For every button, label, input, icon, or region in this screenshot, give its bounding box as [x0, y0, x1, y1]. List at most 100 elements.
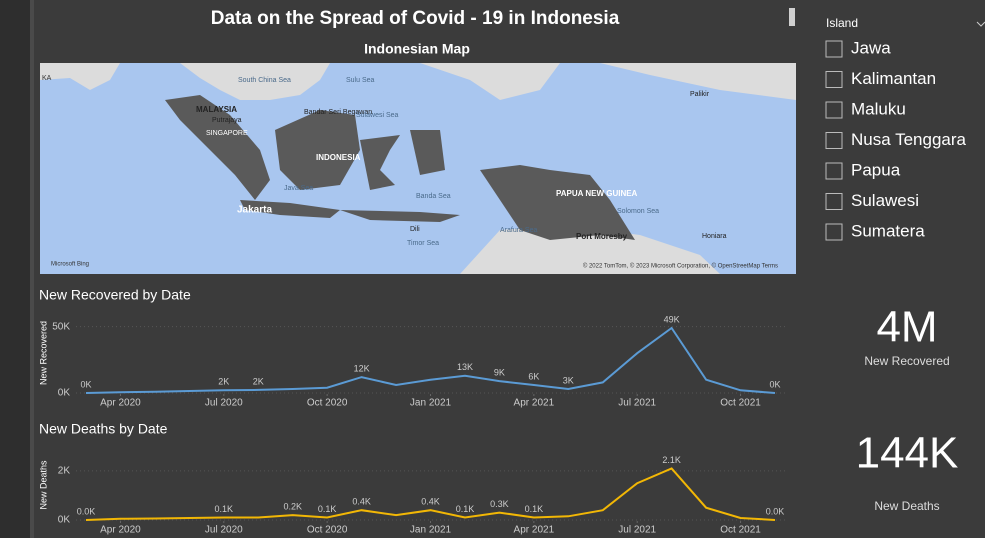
card-value: 144K: [856, 429, 959, 478]
checkbox[interactable]: [825, 71, 843, 88]
data-label: 12K: [354, 363, 370, 373]
data-label: 2K: [253, 376, 264, 386]
slicer-item[interactable]: Nusa Tenggara: [851, 130, 967, 149]
y-tick-label: 0K: [58, 388, 71, 399]
slicer-item[interactable]: Sulawesi: [851, 191, 919, 210]
x-tick-label: Jul 2021: [618, 398, 656, 409]
map-copyright: © 2022 TomTom, © 2023 Microsoft Corporat…: [583, 263, 778, 270]
map-label: INDONESIA: [316, 153, 361, 162]
side-strip: [0, 0, 30, 538]
chart-title: New Deaths by Date: [39, 421, 168, 437]
land: [40, 63, 120, 90]
map-attribution: Microsoft Bing: [51, 262, 89, 268]
map-label: Sulu Sea: [346, 77, 375, 84]
side-edge: [30, 0, 34, 538]
map-label: South China Sea: [238, 77, 291, 84]
slicer-item[interactable]: Jawa: [851, 38, 891, 57]
nusa-tenggara: [340, 210, 460, 222]
x-tick-label: Jan 2021: [410, 398, 452, 409]
x-tick-label: Apr 2021: [514, 398, 555, 409]
x-tick-label: Jul 2020: [205, 398, 243, 409]
card-label: New Recovered: [864, 354, 949, 368]
data-label: 3K: [563, 375, 574, 385]
data-label: 49K: [664, 314, 680, 324]
data-label: 0.1K: [215, 504, 234, 514]
map-label: Banda Sea: [416, 193, 451, 200]
data-label: 0.1K: [525, 504, 544, 514]
checkbox[interactable]: [825, 162, 843, 180]
kalimantan: [275, 110, 360, 190]
data-label: 0K: [769, 379, 780, 389]
maluku: [410, 130, 445, 175]
sumatera: [165, 95, 270, 200]
data-label: 0.1K: [456, 504, 475, 514]
y-tick-label: 2K: [58, 466, 71, 477]
map-label: Arafura Sea: [500, 227, 537, 234]
line-series: [85, 326, 776, 394]
checkbox[interactable]: [825, 193, 843, 210]
checkbox[interactable]: [825, 132, 843, 149]
data-label: 9K: [494, 367, 505, 377]
scroll-handle: [789, 8, 795, 26]
data-label: 13K: [457, 362, 473, 372]
papua: [480, 165, 550, 240]
map-labels: KA South China Sea Sulu Sea MALAYSIA Putraja…: [42, 75, 727, 247]
slicer-item[interactable]: Sumatera: [851, 221, 925, 240]
map-label: Honiara: [702, 233, 727, 240]
map-sea: [40, 63, 796, 274]
data-label: 0.3K: [490, 499, 509, 509]
x-tick-label: Oct 2020: [307, 398, 348, 409]
chart-title: New Recovered by Date: [39, 287, 191, 303]
x-tick-label: Jan 2021: [410, 525, 452, 536]
checkbox[interactable]: [825, 101, 843, 119]
slicer-item[interactable]: Maluku: [851, 99, 906, 118]
x-tick-label: Oct 2020: [307, 525, 348, 536]
x-tick-label: Oct 2021: [720, 525, 761, 536]
map-label: SINGAPORE: [206, 130, 248, 137]
land: [180, 63, 330, 100]
map-title: Indonesian Map: [364, 41, 470, 57]
map-label: PAPUA NEW GUINEA: [556, 189, 638, 198]
charts: New Recovered by Date New Recovered 0K 50K A…: [38, 287, 785, 536]
data-label: 2K: [218, 377, 229, 387]
png: [550, 170, 635, 240]
checkbox[interactable]: [825, 40, 843, 58]
x-tick-label: Jul 2021: [618, 525, 656, 536]
slicer-title: Island: [826, 16, 858, 30]
map-label: MALAYSIA: [196, 105, 237, 114]
x-tick-label: Apr 2020: [100, 525, 141, 536]
data-label: 0.2K: [283, 501, 302, 511]
y-axis-label: New Recovered: [38, 321, 48, 385]
map: KA South China Sea Sulu Sea MALAYSIA Putraja…: [40, 63, 796, 274]
map-label: Port Moresby: [576, 232, 628, 241]
land: [420, 63, 560, 100]
x-tick-label: Apr 2021: [514, 525, 555, 536]
slicer: Island Jawa Kalimantan Maluku Nusa Tenggara…: [825, 16, 985, 241]
card-label: New Deaths: [874, 499, 939, 513]
cards: 4M New Recovered 144K New Deaths: [856, 303, 959, 514]
y-axis-label: New Deaths: [38, 460, 48, 510]
data-label: 0K: [80, 379, 91, 389]
land: [600, 63, 796, 100]
data-label: 0.0K: [77, 506, 96, 516]
sulawesi: [360, 135, 400, 190]
slicer-item[interactable]: Kalimantan: [851, 69, 936, 88]
data-label: 0.4K: [352, 497, 371, 507]
x-tick-label: Jul 2020: [205, 525, 243, 536]
checkbox[interactable]: [825, 223, 843, 241]
map-label: Solomon Sea: [617, 208, 659, 215]
y-tick-label: 0K: [58, 515, 71, 526]
map-label: Sulawesi Sea: [356, 112, 399, 119]
data-label: 0.0K: [766, 506, 785, 516]
jawa: [240, 200, 340, 218]
slicer-item[interactable]: Papua: [851, 160, 901, 179]
x-tick-label: Apr 2020: [100, 398, 141, 409]
card-value: 4M: [876, 303, 937, 352]
map-label: Java Sea: [284, 185, 313, 192]
land: [460, 225, 720, 274]
data-label: 0.4K: [421, 497, 440, 507]
chevron[interactable]: [976, 21, 985, 27]
line-series: [85, 467, 776, 521]
